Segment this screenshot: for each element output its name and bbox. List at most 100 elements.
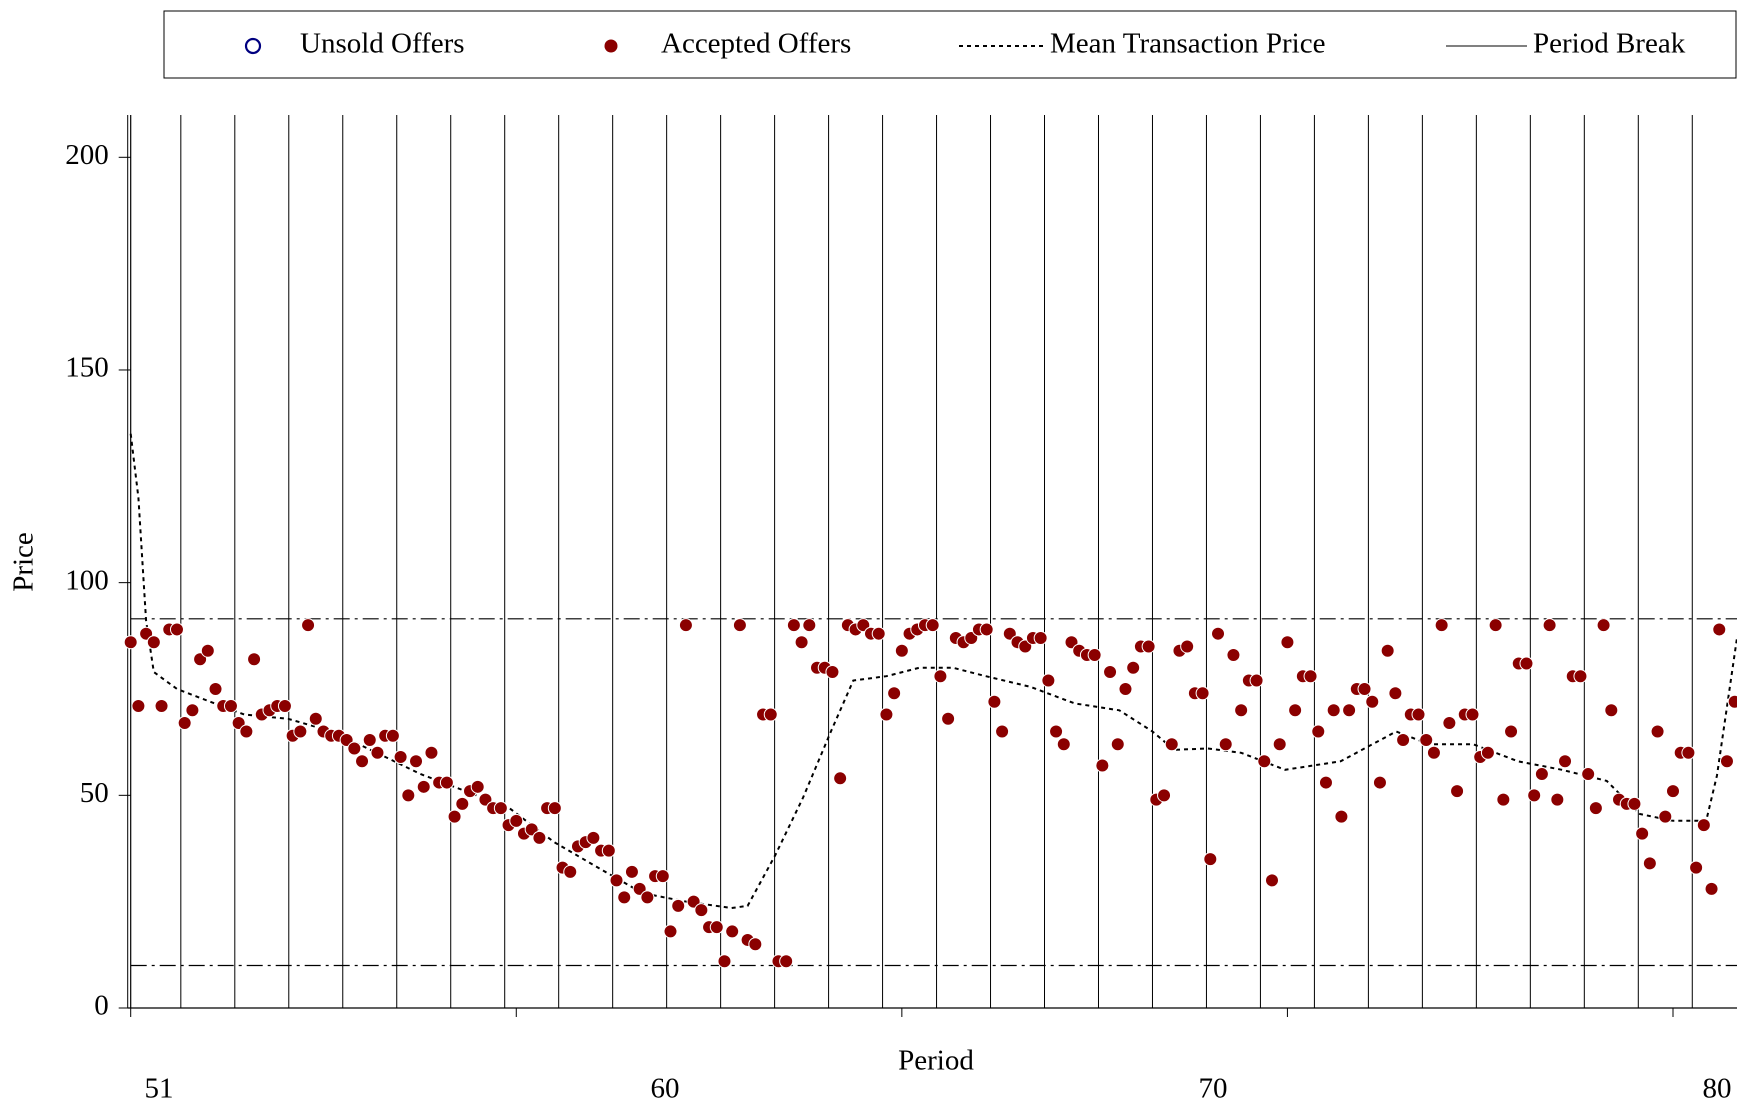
accepted-offer — [1126, 660, 1141, 675]
accepted-offer — [123, 635, 138, 650]
accepted-offer — [308, 711, 323, 726]
accepted-offer — [879, 707, 894, 722]
accepted-offer — [493, 801, 508, 816]
accepted-offer — [177, 716, 192, 731]
accepted-offer — [277, 699, 292, 714]
accepted-offer — [825, 664, 840, 679]
accepted-offer — [933, 669, 948, 684]
accepted-offer — [470, 779, 485, 794]
accepted-offer — [609, 873, 624, 888]
legend-symbol — [244, 37, 262, 55]
accepted-offer — [1719, 754, 1734, 769]
accepted-offer — [1681, 745, 1696, 760]
accepted-offer — [447, 809, 462, 824]
accepted-offer — [1627, 796, 1642, 811]
legend-label: Accepted Offers — [661, 28, 851, 60]
accepted-offer — [1573, 669, 1588, 684]
accepted-offer — [509, 813, 524, 828]
accepted-offer — [1504, 724, 1519, 739]
accepted-offer — [1365, 694, 1380, 709]
accepted-offer — [208, 681, 223, 696]
accepted-offer — [1442, 716, 1457, 731]
accepted-offer — [725, 924, 740, 939]
accepted-offer — [1103, 664, 1118, 679]
accepted-offer — [169, 622, 184, 637]
accepted-offer — [1396, 733, 1411, 748]
accepted-offer — [355, 754, 370, 769]
accepted-offer — [779, 954, 794, 969]
accepted-offer — [786, 618, 801, 633]
accepted-offer — [1334, 809, 1349, 824]
accepted-offer — [1272, 737, 1287, 752]
accepted-offer — [1658, 809, 1673, 824]
accepted-offer — [663, 924, 678, 939]
accepted-offer — [1257, 754, 1272, 769]
y-tick-label: 50 — [80, 777, 109, 809]
accepted-offer — [547, 801, 562, 816]
accepted-offer — [146, 635, 161, 650]
accepted-offer — [1264, 873, 1279, 888]
accepted-offer — [1056, 737, 1071, 752]
accepted-offer — [709, 920, 724, 935]
accepted-offer — [1303, 669, 1318, 684]
accepted-offer — [1712, 622, 1727, 637]
accepted-offer — [247, 652, 262, 667]
accepted-offer — [1211, 626, 1226, 641]
accepted-offer — [223, 699, 238, 714]
y-tick-label: 150 — [65, 352, 109, 384]
accepted-offer — [239, 724, 254, 739]
accepted-offer — [416, 779, 431, 794]
accepted-offer — [185, 703, 200, 718]
accepted-offer — [624, 864, 639, 879]
accepted-offer — [1727, 694, 1737, 709]
accepted-offer — [385, 728, 400, 743]
accepted-offer — [532, 830, 547, 845]
accepted-offer — [301, 618, 316, 633]
accepted-offer — [347, 741, 362, 756]
accepted-offer — [655, 869, 670, 884]
accepted-offer — [1581, 767, 1596, 782]
accepted-offer — [1311, 724, 1326, 739]
accepted-offer — [1604, 703, 1619, 718]
mean-line — [129, 433, 1737, 910]
accepted-offer — [1388, 686, 1403, 701]
legend-label: Unsold Offers — [300, 28, 465, 60]
accepted-offer — [671, 898, 686, 913]
accepted-offer — [1141, 639, 1156, 654]
accepted-offer — [1550, 792, 1565, 807]
period-label: 60 — [651, 1073, 680, 1105]
accepted-offer — [1249, 673, 1264, 688]
accepted-offer — [833, 771, 848, 786]
accepted-offer — [1419, 733, 1434, 748]
accepted-offer — [763, 707, 778, 722]
period-label: 70 — [1199, 1073, 1228, 1105]
accepted-offer — [995, 724, 1010, 739]
legend-label: Mean Transaction Price — [1050, 28, 1325, 60]
accepted-offer — [941, 711, 956, 726]
accepted-offer — [1450, 784, 1465, 799]
accepted-offer — [802, 618, 817, 633]
accepted-offer — [1650, 724, 1665, 739]
accepted-offer — [925, 618, 940, 633]
accepted-offer — [370, 745, 385, 760]
accepted-offer — [1635, 826, 1650, 841]
accepted-offer — [154, 699, 169, 714]
accepted-offer — [362, 733, 377, 748]
accepted-offer — [1033, 630, 1048, 645]
accepted-offer — [293, 724, 308, 739]
accepted-offer — [439, 775, 454, 790]
accepted-offer — [871, 626, 886, 641]
accepted-offer — [1218, 737, 1233, 752]
legend-label: Period Break — [1533, 28, 1686, 60]
accepted-offer — [1558, 754, 1573, 769]
accepted-offer — [586, 830, 601, 845]
period-label: 51 — [145, 1073, 174, 1105]
accepted-offer — [1696, 818, 1711, 833]
accepted-offer — [1426, 745, 1441, 760]
accepted-offer — [1642, 856, 1657, 871]
accepted-offer — [409, 754, 424, 769]
accepted-offer — [1527, 788, 1542, 803]
accepted-offer — [401, 788, 416, 803]
accepted-offer — [1519, 656, 1534, 671]
